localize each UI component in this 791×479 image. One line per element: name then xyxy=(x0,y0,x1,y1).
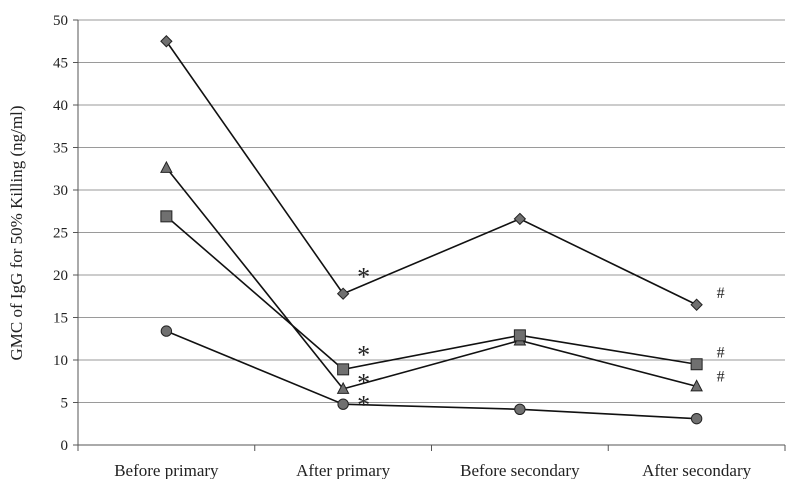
series-diamond xyxy=(160,35,703,311)
y-tick-label: 35 xyxy=(53,141,68,157)
data-point-triangle xyxy=(160,160,173,173)
data-point-circle xyxy=(514,403,526,415)
significance-star: * xyxy=(357,341,370,370)
data-point-square xyxy=(513,329,526,342)
data-point-diamond xyxy=(160,35,173,48)
significance-star: * xyxy=(357,262,370,291)
x-tick-labels: Before primary After primary Before second… xyxy=(114,461,751,479)
data-point-triangle xyxy=(336,381,350,394)
data-point-circle xyxy=(337,398,349,410)
significance-hash: # xyxy=(717,285,725,302)
data-point-triangle xyxy=(690,379,703,392)
x-tick-label: After primary xyxy=(296,461,390,479)
significance-star: * xyxy=(357,369,370,398)
y-tick-label: 5 xyxy=(61,396,69,412)
y-tick-label: 40 xyxy=(53,98,68,114)
y-tick-labels: 0 5 10 15 20 25 30 35 40 45 50 xyxy=(53,13,68,454)
y-tick-label: 50 xyxy=(53,13,68,29)
significance-star: * xyxy=(357,391,370,420)
y-tick-label: 30 xyxy=(53,183,68,199)
data-point-square xyxy=(160,210,173,223)
series-line xyxy=(166,330,697,420)
data-point-circle xyxy=(160,325,173,337)
significance-hash: # xyxy=(717,345,725,362)
data-point-circle xyxy=(690,412,703,425)
x-tick-label: After secondary xyxy=(642,461,752,479)
data-point-square xyxy=(337,363,350,376)
axes xyxy=(73,19,786,451)
series-line xyxy=(165,167,697,390)
y-tick-label: 20 xyxy=(53,268,68,284)
gridlines xyxy=(78,19,785,403)
series-line xyxy=(165,215,697,371)
data-point-square xyxy=(690,358,703,371)
series-square xyxy=(160,210,703,376)
y-tick-label: 0 xyxy=(61,438,69,454)
data-point-diamond xyxy=(336,287,350,300)
x-tick-label: Before secondary xyxy=(460,461,580,479)
y-tick-label: 25 xyxy=(53,226,68,242)
series-circle xyxy=(160,325,703,425)
series-line xyxy=(165,40,697,306)
y-axis-title: GMC of IgG for 50% Killing (ng/ml) xyxy=(7,106,26,361)
y-tick-label: 15 xyxy=(53,311,68,327)
data-point-diamond xyxy=(513,212,527,226)
series-triangle xyxy=(160,160,703,394)
data-point-diamond xyxy=(690,298,703,311)
significance-hash: # xyxy=(717,368,725,385)
series-group xyxy=(160,35,703,425)
annotations: ****### xyxy=(357,262,725,419)
y-tick-label: 10 xyxy=(53,353,68,369)
y-tick-label: 45 xyxy=(53,56,68,72)
x-tick-label: Before primary xyxy=(114,461,219,479)
